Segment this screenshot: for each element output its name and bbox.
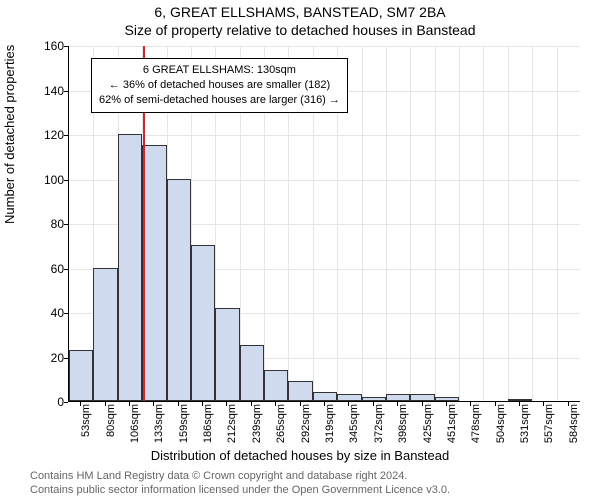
histogram-bar bbox=[362, 397, 386, 401]
x-tick-mark bbox=[324, 402, 325, 406]
gridline-v bbox=[362, 46, 363, 401]
histogram-bar bbox=[240, 345, 264, 401]
x-tick-mark bbox=[495, 402, 496, 406]
x-tick-mark bbox=[129, 402, 130, 406]
x-tick-mark bbox=[373, 402, 374, 406]
y-tick-label: 140 bbox=[34, 84, 64, 98]
y-tick-label: 20 bbox=[34, 351, 64, 365]
x-tick-label: 398sqm bbox=[397, 404, 409, 444]
attribution-line-1: Contains HM Land Registry data © Crown c… bbox=[30, 470, 450, 484]
y-tick-mark bbox=[64, 402, 68, 403]
x-tick-label: 451sqm bbox=[446, 404, 458, 444]
x-tick-mark bbox=[202, 402, 203, 406]
x-tick-label: 345sqm bbox=[348, 404, 360, 444]
histogram-bar bbox=[313, 392, 337, 401]
x-tick-label: 133sqm bbox=[153, 404, 165, 444]
x-tick-label: 292sqm bbox=[300, 404, 312, 444]
x-tick-label: 239sqm bbox=[251, 404, 263, 444]
gridline-v bbox=[459, 46, 460, 401]
x-tick-label: 478sqm bbox=[470, 404, 482, 444]
histogram-bar bbox=[435, 397, 459, 401]
x-tick-mark bbox=[251, 402, 252, 406]
x-tick-label: 425sqm bbox=[422, 404, 434, 444]
histogram-bar bbox=[191, 245, 215, 401]
x-tick-mark bbox=[446, 402, 447, 406]
histogram-bar bbox=[93, 268, 117, 402]
histogram-bar bbox=[386, 394, 410, 401]
x-tick-mark bbox=[397, 402, 398, 406]
y-tick-label: 0 bbox=[34, 395, 64, 409]
histogram-bar bbox=[167, 179, 191, 402]
y-tick-label: 160 bbox=[34, 39, 64, 53]
gridline-v bbox=[386, 46, 387, 401]
gridline-h bbox=[69, 46, 580, 47]
x-tick-mark bbox=[348, 402, 349, 406]
x-tick-label: 584sqm bbox=[568, 404, 580, 444]
x-tick-label: 212sqm bbox=[226, 404, 238, 444]
x-tick-label: 186sqm bbox=[202, 404, 214, 444]
gridline-v bbox=[557, 46, 558, 401]
x-tick-mark bbox=[275, 402, 276, 406]
y-tick-label: 40 bbox=[34, 306, 64, 320]
gridline-v bbox=[483, 46, 484, 401]
y-tick-label: 80 bbox=[34, 217, 64, 231]
histogram-bar bbox=[410, 394, 434, 401]
x-tick-label: 80sqm bbox=[105, 404, 117, 444]
page-title-line1: 6, GREAT ELLSHAMS, BANSTEAD, SM7 2BA bbox=[0, 4, 600, 20]
gridline-h bbox=[69, 135, 580, 136]
x-tick-mark bbox=[519, 402, 520, 406]
attribution-text: Contains HM Land Registry data © Crown c… bbox=[30, 470, 450, 498]
x-tick-label: 372sqm bbox=[373, 404, 385, 444]
gridline-v bbox=[410, 46, 411, 401]
x-tick-mark bbox=[178, 402, 179, 406]
annotation-line-3: 62% of semi-detached houses are larger (… bbox=[99, 93, 340, 108]
gridline-v bbox=[508, 46, 509, 401]
x-tick-mark bbox=[80, 402, 81, 406]
x-tick-label: 504sqm bbox=[495, 404, 507, 444]
y-tick-label: 100 bbox=[34, 173, 64, 187]
page-title-line2: Size of property relative to detached ho… bbox=[0, 22, 600, 38]
x-tick-label: 531sqm bbox=[519, 404, 531, 444]
attribution-line-2: Contains public sector information licen… bbox=[30, 484, 450, 498]
x-tick-mark bbox=[105, 402, 106, 406]
histogram-bar bbox=[142, 145, 166, 401]
histogram-bar bbox=[508, 399, 532, 401]
annotation-line-1: 6 GREAT ELLSHAMS: 130sqm bbox=[99, 63, 340, 78]
histogram-bar bbox=[215, 308, 239, 401]
histogram-plot-area: 6 GREAT ELLSHAMS: 130sqm ← 36% of detach… bbox=[68, 46, 580, 402]
y-tick-label: 120 bbox=[34, 128, 64, 142]
x-tick-label: 53sqm bbox=[80, 404, 92, 444]
x-tick-mark bbox=[300, 402, 301, 406]
x-tick-mark bbox=[543, 402, 544, 406]
x-tick-label: 159sqm bbox=[178, 404, 190, 444]
gridline-v bbox=[435, 46, 436, 401]
x-tick-mark bbox=[153, 402, 154, 406]
x-tick-mark bbox=[226, 402, 227, 406]
x-tick-label: 557sqm bbox=[543, 404, 555, 444]
x-tick-mark bbox=[470, 402, 471, 406]
x-tick-label: 265sqm bbox=[275, 404, 287, 444]
x-tick-label: 106sqm bbox=[129, 404, 141, 444]
histogram-bar bbox=[69, 350, 93, 401]
x-tick-mark bbox=[422, 402, 423, 406]
histogram-bar bbox=[337, 394, 361, 401]
x-tick-mark bbox=[568, 402, 569, 406]
gridline-v bbox=[532, 46, 533, 401]
annotation-line-2: ← 36% of detached houses are smaller (18… bbox=[99, 78, 340, 93]
y-tick-label: 60 bbox=[34, 262, 64, 276]
x-axis-label: Distribution of detached houses by size … bbox=[0, 448, 600, 463]
histogram-bar bbox=[118, 134, 142, 401]
histogram-bar bbox=[264, 370, 288, 401]
annotation-box: 6 GREAT ELLSHAMS: 130sqm ← 36% of detach… bbox=[91, 58, 348, 113]
histogram-bar bbox=[288, 381, 312, 401]
x-tick-label: 319sqm bbox=[324, 404, 336, 444]
y-axis-label: Number of detached properties bbox=[2, 45, 17, 224]
